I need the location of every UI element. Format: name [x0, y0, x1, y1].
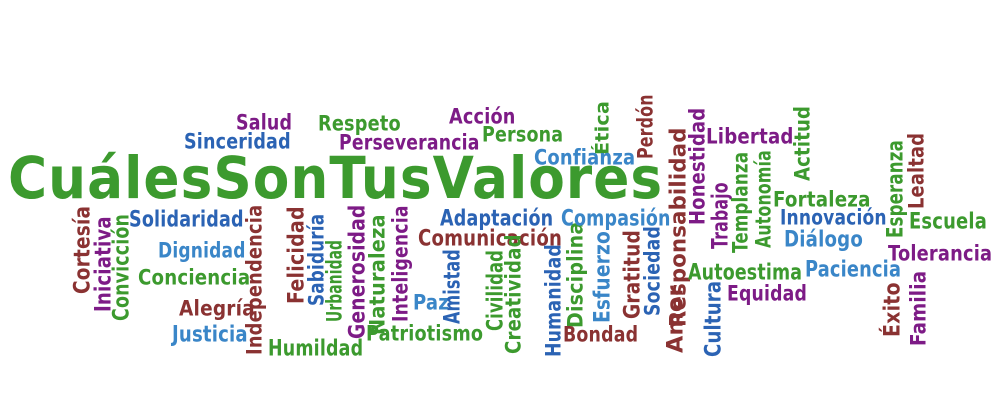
word-independencia: Independencia [242, 204, 268, 355]
word-alegria: Alegría [179, 296, 255, 322]
word-salud: Salud [236, 110, 293, 136]
word-generosidad: Generosidad [343, 204, 371, 339]
word-persona: Persona [482, 122, 564, 148]
word-gratitud: Gratitud [618, 230, 646, 319]
word-autoestima: Autoestima [688, 258, 803, 286]
word-libertad: Libertad [706, 124, 794, 150]
word-respeto: Respeto [318, 111, 401, 137]
word-cualessontusvalores: CuálesSonTusValores [8, 145, 664, 213]
word-autonomia: Autonomía [751, 150, 777, 248]
word-felicidad: Felicidad [282, 206, 310, 304]
word-familia: Familia [906, 270, 932, 346]
word-sinceridad: Sinceridad [184, 129, 291, 155]
word-equidad: Equidad [727, 281, 808, 307]
word-humanidad: Humanidad [541, 244, 567, 357]
word-actitud: Actitud [790, 105, 816, 181]
word-templanza: Templanza [728, 151, 754, 253]
word-paciencia: Paciencia [805, 255, 902, 283]
word-escuela: Escuela [909, 207, 987, 235]
word-esperanza: Esperanza [881, 140, 909, 238]
word-inteligencia: Inteligencia [388, 205, 414, 322]
word-patriotismo: Patriotismo [366, 321, 484, 347]
word-naturaleza: Naturaleza [365, 214, 391, 335]
word-fortaleza: Fortaleza [773, 187, 871, 213]
word-disciplina: Disciplina [563, 221, 589, 328]
word-justicia: Justicia [172, 320, 248, 348]
word-innovacion: Innovación [780, 205, 887, 231]
word-accion: Acción [449, 104, 516, 130]
word-cultura: Cultura [699, 280, 727, 357]
word-dignidad: Dignidad [158, 238, 246, 264]
word-conciencia: Conciencia [138, 265, 251, 291]
word-confianza: Confianza [534, 145, 636, 171]
word-creatividad: Creatividad [501, 234, 527, 354]
word-perdon: Perdón [633, 94, 659, 159]
word-esfuerzo: Esfuerzo [588, 231, 616, 323]
word-comunicacion: Comunicación [418, 224, 563, 252]
word-perseverancia: Perseverancia [339, 130, 480, 156]
word-paz: Paz [413, 290, 449, 316]
word-humildad: Humildad [268, 334, 364, 362]
word-compasion: Compasión [561, 204, 671, 232]
word-trabajo: Trabajo [706, 182, 734, 249]
word-lealtad: Lealtad [904, 132, 930, 209]
word-dialogo: Diálogo [784, 225, 864, 253]
word-adaptacion: Adaptación [440, 204, 554, 232]
word-bondad: Bondad [563, 322, 639, 348]
word-amistad: Amistad [438, 249, 466, 324]
word-amor: Amor [661, 285, 689, 353]
word-exito: Éxito [878, 282, 906, 337]
word-solidaridad: Solidaridad [129, 205, 244, 233]
word-tolerancia: Tolerancia [888, 241, 993, 267]
